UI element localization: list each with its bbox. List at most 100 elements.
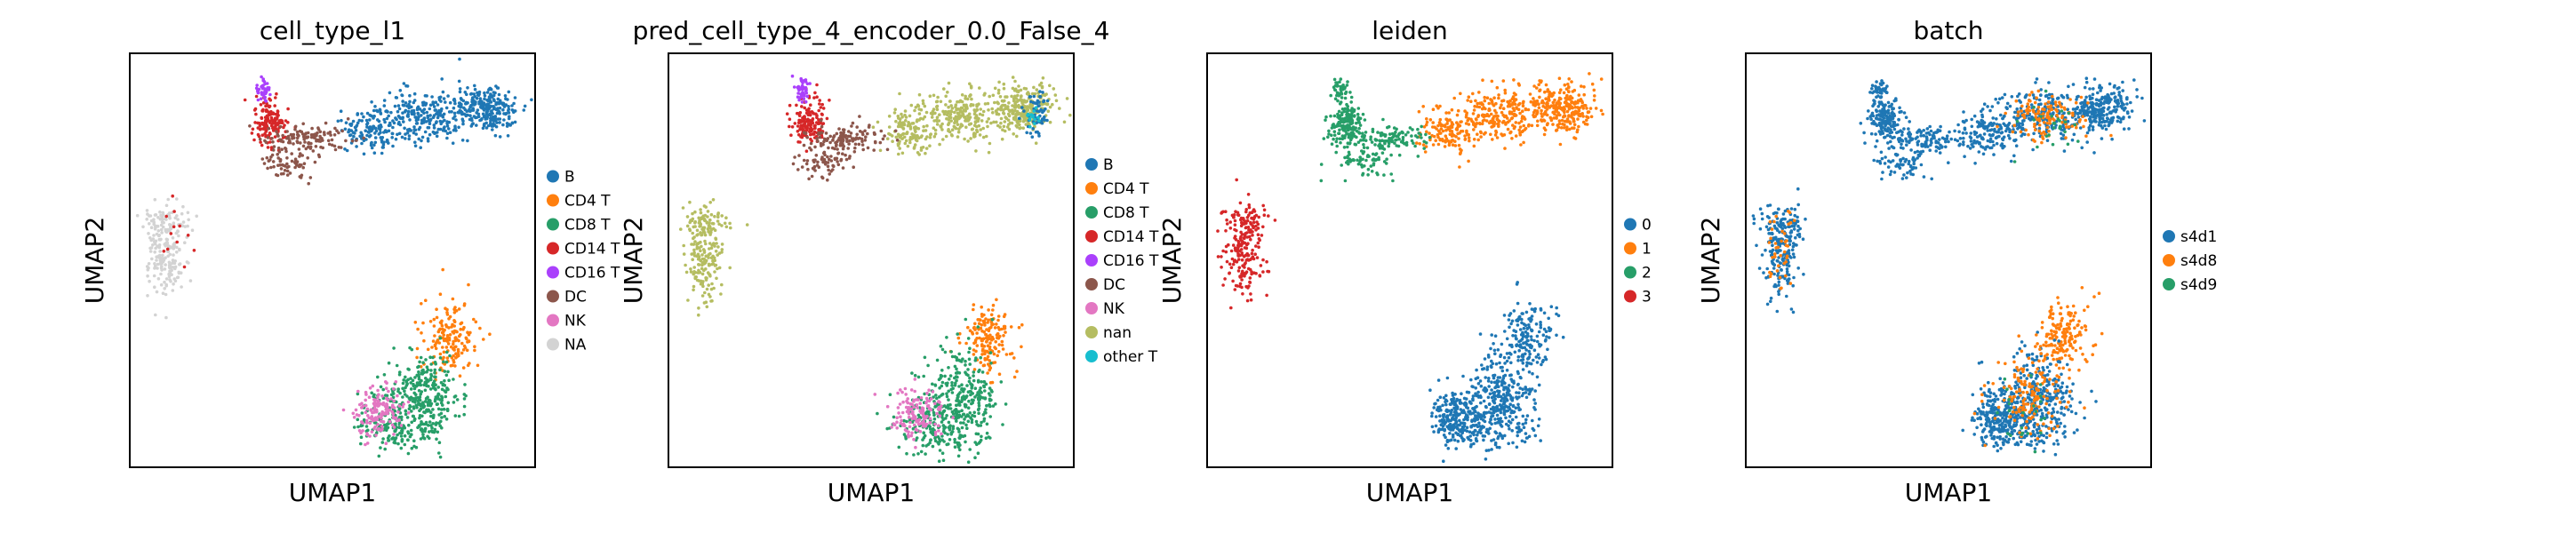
point-cd4-t (473, 348, 476, 353)
point-cd14-t (788, 124, 791, 129)
point-nan (1008, 109, 1012, 113)
point-nan (909, 103, 914, 107)
point-cd8-t (976, 451, 980, 455)
point-1 (1599, 77, 1604, 81)
point-nan (915, 119, 919, 123)
point-cd8-t (401, 395, 404, 399)
point-nan (715, 242, 718, 245)
point-nan (1013, 79, 1017, 84)
point-nan (1033, 91, 1037, 96)
point-nan (709, 212, 714, 217)
point-cd14-t (813, 123, 817, 128)
point-nan (977, 102, 980, 106)
point-cd4-t (991, 322, 995, 326)
point-1 (1450, 107, 1454, 112)
point-b (426, 125, 430, 130)
point-1 (1572, 119, 1576, 123)
point-cd8-t (969, 393, 972, 397)
point-1 (1564, 87, 1569, 91)
point-2 (1337, 109, 1341, 114)
point-nan (713, 270, 716, 274)
point-nk (918, 409, 922, 413)
point-nk (907, 433, 910, 437)
point-nan (717, 251, 722, 255)
point-nan (690, 252, 693, 256)
point-2 (1408, 126, 1412, 130)
point-cd8-t (941, 458, 946, 462)
point-b (497, 92, 501, 97)
point-nk (915, 419, 918, 424)
point-cd4-t (1002, 324, 1006, 329)
point-cd8-t (423, 429, 427, 434)
point-nk (402, 402, 406, 406)
point-nk (386, 398, 390, 402)
point-nan (910, 122, 914, 125)
point-na (163, 280, 166, 284)
point-cd8-t (435, 437, 438, 442)
point-nan (956, 123, 960, 126)
point-cd8-t (966, 337, 971, 340)
point-cd4-t (988, 368, 991, 372)
point-1 (1543, 90, 1547, 94)
point-nk (368, 386, 372, 390)
point-cd4-t (453, 336, 457, 340)
point-nan (955, 107, 958, 112)
point-cd8-t (971, 401, 974, 405)
point-nan (699, 231, 702, 235)
point-cd4-t (986, 344, 990, 348)
point-b (412, 131, 416, 135)
point-nan (682, 243, 685, 248)
point-nan (711, 222, 716, 226)
point-2 (1376, 131, 1380, 134)
point-nk (910, 417, 915, 421)
point-nan (996, 107, 1000, 111)
point-cd8-t (958, 359, 962, 362)
point-na (154, 246, 157, 251)
point-nan (1053, 93, 1058, 97)
point-nan (988, 141, 992, 146)
point-1 (1577, 124, 1580, 129)
point-dc (324, 121, 328, 125)
point-b (470, 98, 475, 101)
point-dc (303, 140, 307, 144)
point-nan (941, 138, 945, 141)
point-dc (800, 165, 804, 169)
point-cd8-t (425, 365, 429, 370)
point-cd8-t (937, 442, 940, 446)
point-2 (1327, 132, 1331, 136)
point-nk (401, 405, 404, 409)
point-other-t (1034, 106, 1038, 109)
point-dc (316, 126, 320, 130)
legend-marker (1085, 350, 1098, 362)
point-nan (935, 115, 940, 119)
point-2 (1362, 150, 1366, 154)
point-1 (1567, 114, 1571, 117)
point-1 (1516, 107, 1521, 111)
point-nk (933, 433, 938, 437)
point-1 (1546, 101, 1549, 106)
point-cd8-t (397, 372, 402, 377)
point-nk (896, 391, 900, 395)
point-b (418, 107, 422, 111)
point-b (492, 105, 495, 108)
point-cd8-t (953, 409, 956, 412)
point-nk (365, 407, 370, 411)
point-nan (1048, 84, 1052, 88)
point-nk (913, 378, 917, 381)
point-nan (693, 220, 697, 225)
point-1 (1463, 137, 1468, 141)
point-1 (1451, 132, 1454, 136)
point-cd8-t (940, 451, 945, 455)
point-2 (1410, 134, 1413, 138)
point-1 (1563, 100, 1567, 105)
point-cd4-t (1015, 370, 1019, 373)
point-cd14-t (274, 96, 277, 99)
point-cd8-t (393, 429, 396, 434)
point-b (386, 110, 389, 114)
point-b (388, 91, 392, 95)
point-b (364, 118, 369, 123)
point-2 (1380, 151, 1385, 155)
point-b (498, 121, 501, 124)
point-dc (260, 157, 265, 161)
point-nan (894, 135, 899, 139)
